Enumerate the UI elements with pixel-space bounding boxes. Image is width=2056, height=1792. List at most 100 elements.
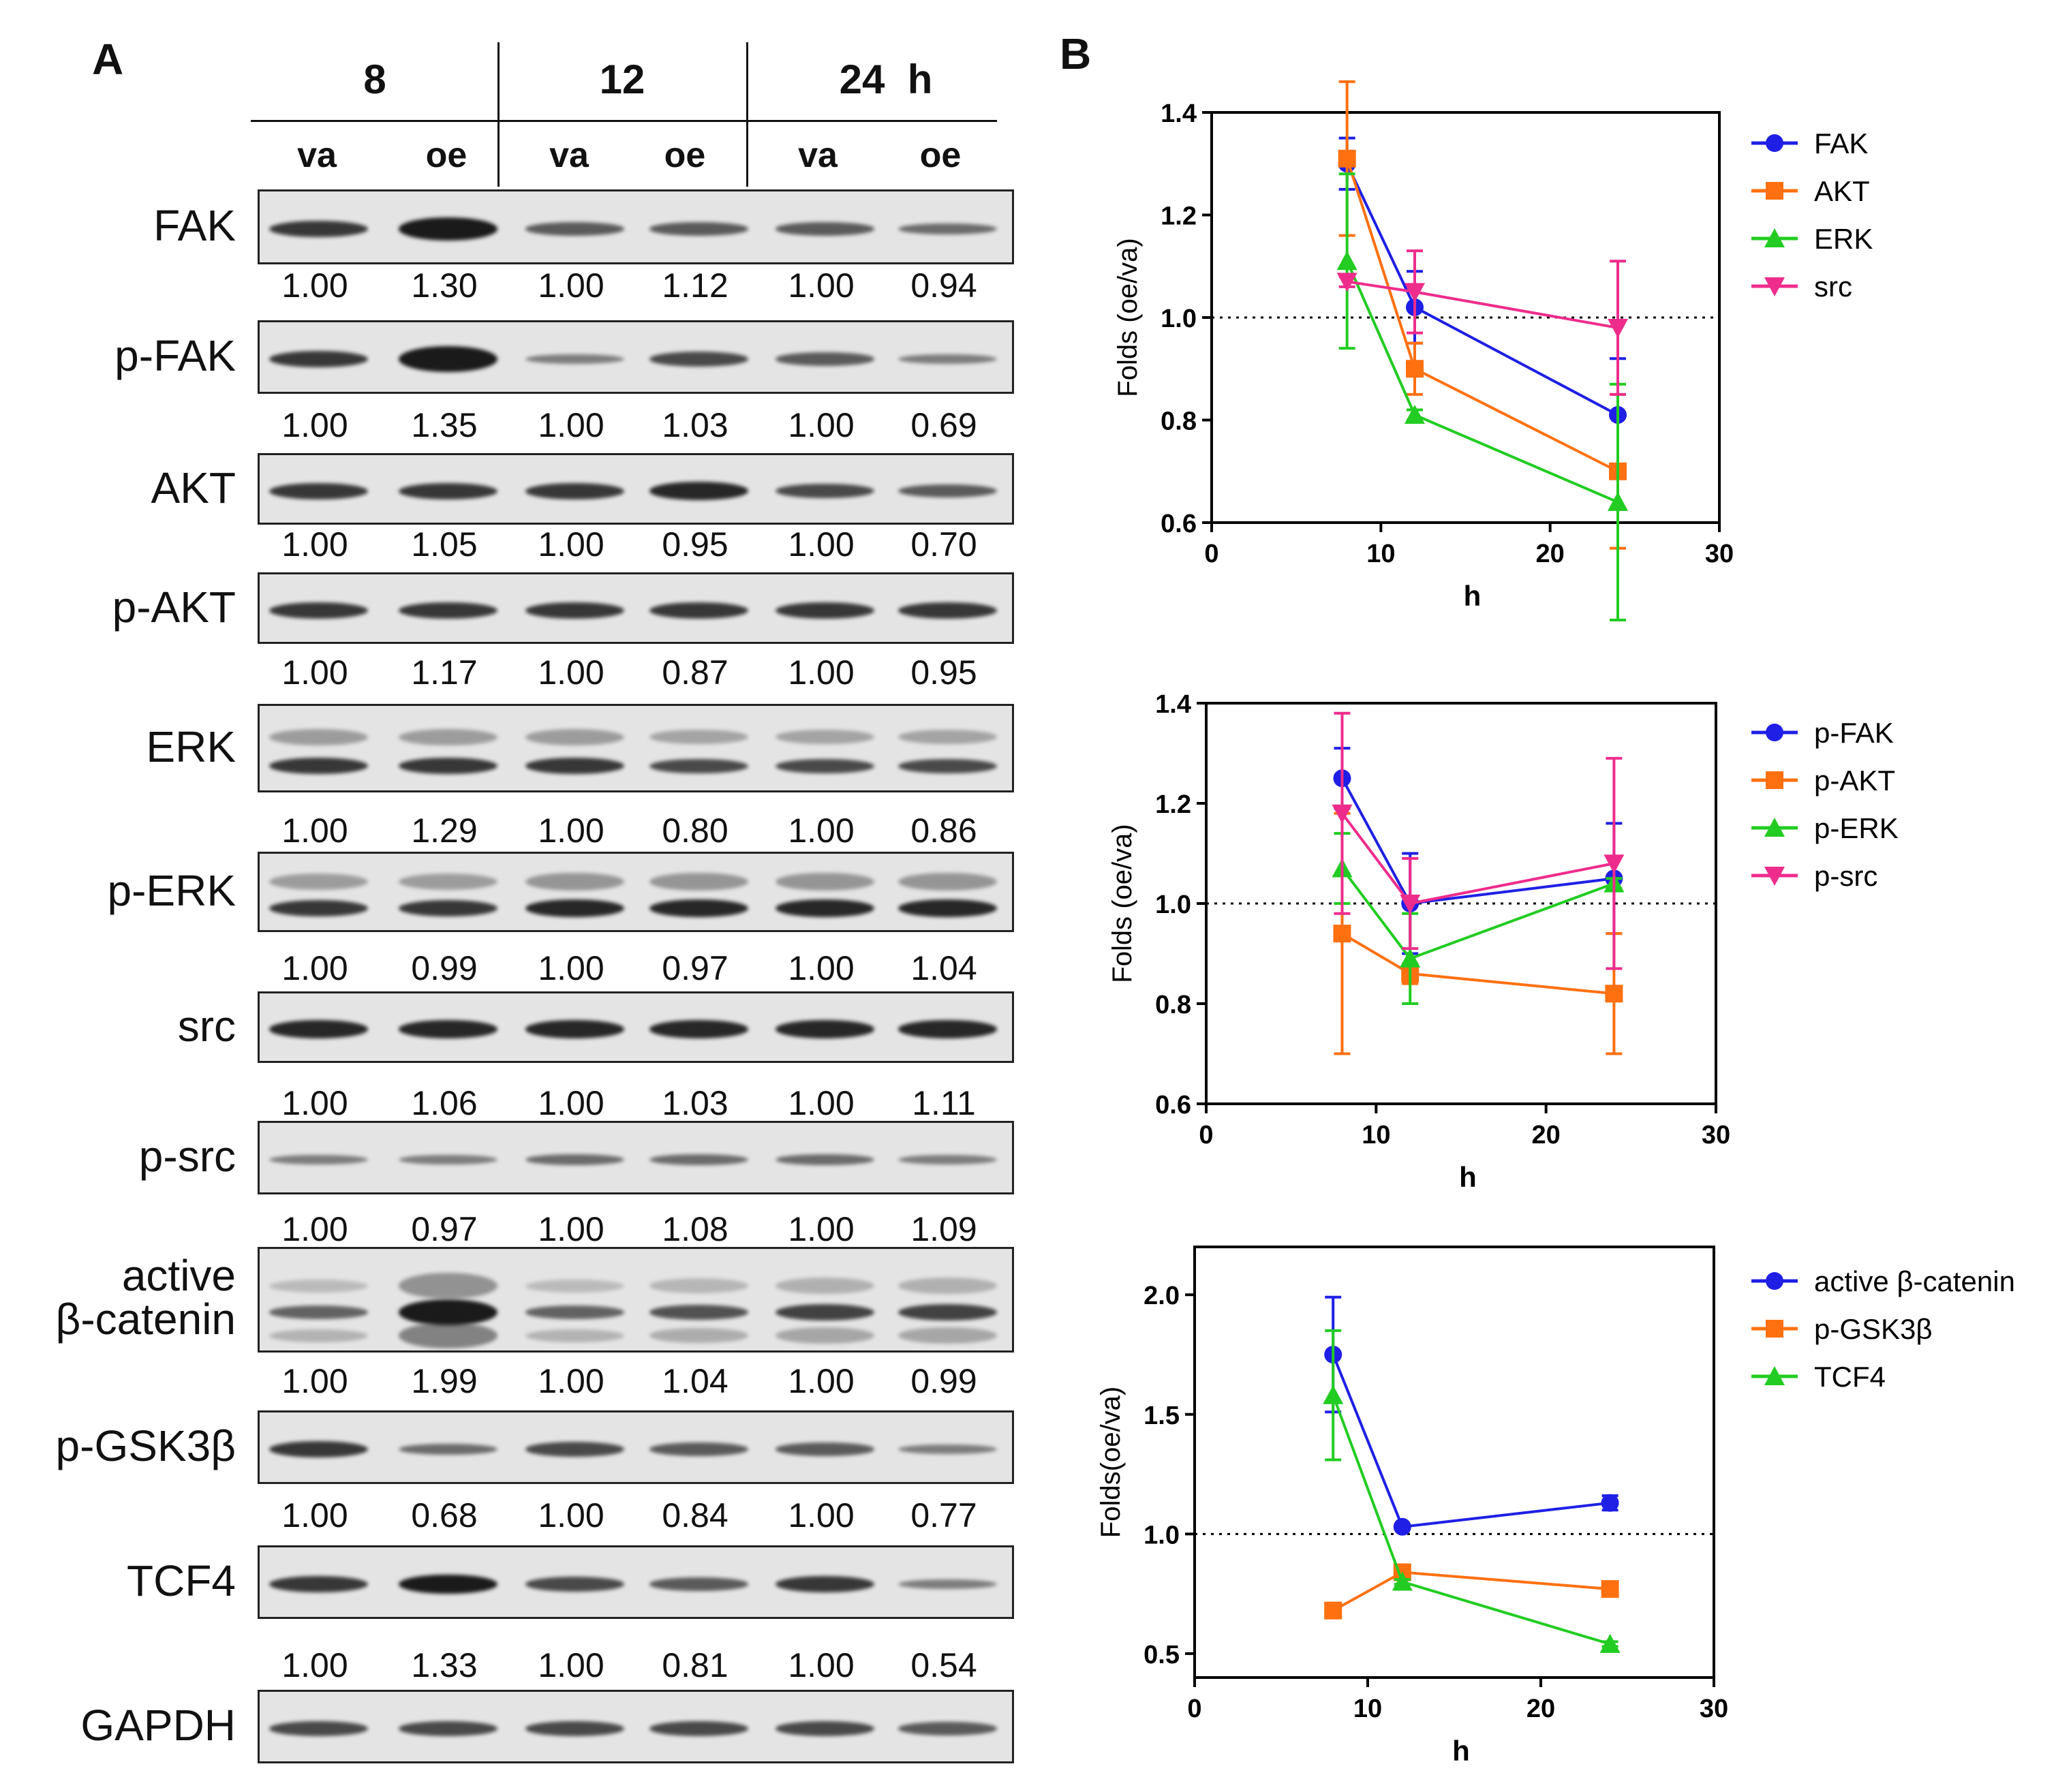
y-tick-label: 0.6	[1161, 510, 1197, 538]
protein-band	[898, 1722, 997, 1735]
band-ratio: 1.00	[788, 266, 855, 305]
y-tick-label: 1.0	[1144, 1521, 1180, 1549]
protein-label: active β-catenin	[55, 1250, 236, 1344]
series-line	[1347, 280, 1618, 330]
band-ratio: 1.03	[662, 1084, 728, 1122]
y-axis-label: Folds(oe/va)	[1096, 1387, 1126, 1538]
band-ratio: 0.95	[910, 653, 977, 692]
panel-a-letter: A	[92, 35, 124, 84]
protein-band	[776, 1721, 874, 1736]
protein-band	[525, 354, 624, 365]
protein-band	[649, 1328, 748, 1343]
x-tick-label: 10	[1366, 540, 1395, 568]
protein-label: AKT	[151, 463, 236, 512]
protein-label: GAPDH	[80, 1701, 236, 1750]
protein-band	[525, 1020, 624, 1038]
protein-band	[649, 1721, 748, 1736]
lane-label: va	[798, 136, 838, 175]
band-ratio: 1.00	[788, 525, 855, 563]
data-point	[1400, 895, 1421, 914]
band-ratio: 1.00	[788, 1210, 855, 1248]
band-ratio: 1.00	[788, 949, 855, 987]
protein-band	[269, 728, 368, 745]
series-line	[1340, 777, 1614, 906]
x-tick-label: 0	[1199, 1121, 1213, 1149]
data-point	[1601, 1580, 1619, 1598]
band-ratio: 1.17	[411, 653, 478, 692]
protein-band	[269, 1154, 368, 1165]
band-ratio: 0.77	[910, 1496, 977, 1534]
band-ratio: 0.99	[910, 1362, 977, 1400]
protein-band	[525, 899, 624, 918]
line-chart-3: 0.5 1.0 1.5 2.0 0 10 20 30 h Folds(oe/va) active β…	[1096, 1246, 2015, 1767]
protein-band	[525, 1329, 624, 1342]
x-axis-label: h	[1464, 580, 1482, 612]
data-point	[1338, 149, 1356, 168]
time-label-8h: 8	[363, 57, 386, 102]
band-ratio: 1.06	[411, 1084, 478, 1122]
data-point	[1400, 948, 1421, 968]
band-ratio: 1.00	[538, 1084, 604, 1122]
protein-band	[525, 758, 624, 775]
protein-band	[269, 874, 368, 891]
band-ratio: 1.00	[281, 653, 348, 692]
protein-band	[649, 873, 748, 891]
data-point	[1766, 771, 1783, 789]
protein-band	[776, 758, 874, 774]
blot-image	[258, 1545, 1014, 1619]
band-ratio: 1.04	[662, 1362, 728, 1400]
band-ratio: 1.00	[281, 1646, 348, 1684]
band-ratio: 1.00	[788, 406, 855, 444]
legend-label: p-ERK	[1814, 812, 1899, 844]
protein-band	[776, 1020, 874, 1038]
data-point	[1393, 1517, 1411, 1536]
protein-band	[898, 899, 997, 918]
protein-label: p-AKT	[112, 582, 236, 632]
band-ratio: 1.08	[662, 1210, 728, 1248]
y-tick-label: 1.4	[1161, 99, 1197, 128]
band-ratio: 0.97	[411, 1210, 478, 1248]
series-AKT	[1338, 80, 1627, 550]
blot-image	[258, 852, 1014, 932]
series-TCF4	[1323, 1329, 1621, 1653]
protein-band	[776, 222, 874, 236]
protein-label: p-GSK3β	[55, 1421, 236, 1470]
lane-label: va	[297, 136, 337, 175]
y-tick-label: 0.8	[1155, 991, 1191, 1019]
data-point	[1766, 1272, 1783, 1290]
y-tick-label: 0.6	[1155, 1091, 1191, 1119]
band-ratio: 1.09	[910, 1210, 977, 1248]
protein-band	[649, 482, 748, 500]
series-p-src	[1332, 711, 1625, 970]
data-point	[1608, 491, 1628, 511]
y-tick-label: 1.0	[1161, 305, 1197, 333]
protein-band	[399, 1322, 497, 1349]
protein-band	[525, 1279, 624, 1293]
data-point	[1764, 818, 1785, 837]
y-tick-label: 0.5	[1144, 1641, 1180, 1669]
y-tick-label: 1.5	[1144, 1402, 1180, 1430]
protein-band	[776, 352, 874, 366]
band-ratio: 1.00	[538, 1210, 604, 1248]
protein-band	[269, 1721, 368, 1736]
band-ratio: 1.00	[281, 1084, 348, 1122]
protein-band	[399, 728, 497, 745]
protein-band	[898, 1444, 997, 1455]
data-point	[1323, 1385, 1344, 1404]
protein-band	[525, 482, 624, 499]
protein-band	[649, 352, 748, 367]
blot-image	[258, 704, 1014, 792]
protein-band	[776, 1154, 874, 1166]
protein-band	[525, 222, 624, 236]
protein-band	[649, 1154, 748, 1166]
series-line	[1345, 260, 1618, 504]
x-tick-label: 30	[1702, 1121, 1730, 1149]
legend-label: p-FAK	[1814, 717, 1894, 749]
blot-image	[258, 572, 1014, 644]
protein-band	[525, 1442, 624, 1457]
data-point	[1766, 1320, 1783, 1338]
data-point	[1764, 228, 1785, 247]
blot-image	[258, 1410, 1014, 1484]
protein-band	[898, 1278, 997, 1295]
data-point	[1406, 360, 1424, 378]
